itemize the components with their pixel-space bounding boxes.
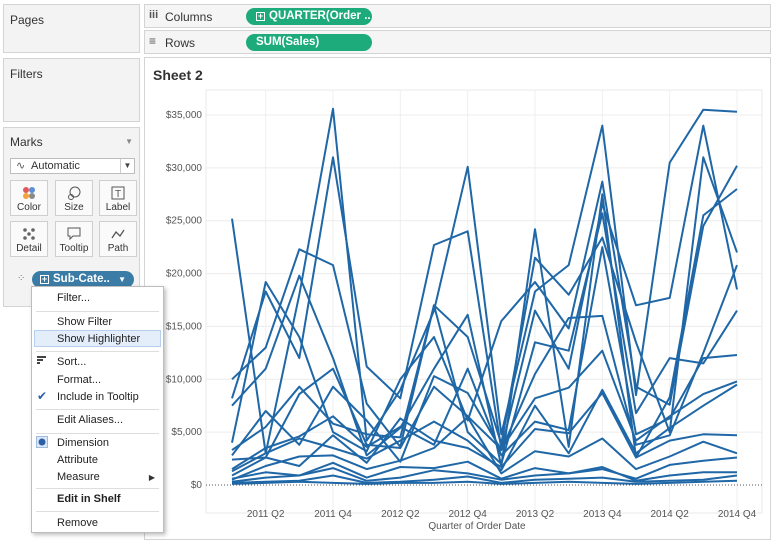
menu-item-show-filter[interactable]: Show Filter <box>57 316 113 328</box>
columns-shelf[interactable]: iii Columns + QUARTER(Order .. <box>144 4 771 28</box>
detail-label: Detail <box>16 243 42 254</box>
mark-type-value: Automatic <box>31 160 80 172</box>
size-icon <box>56 186 92 200</box>
tooltip-label: Tooltip <box>59 243 89 254</box>
marks-title: Marks <box>10 135 43 149</box>
menu-item-remove[interactable]: Remove <box>57 517 98 529</box>
menu-item-dimension[interactable]: Dimension <box>57 437 109 449</box>
menu-divider <box>36 433 159 434</box>
pill-plus-icon: + <box>40 274 49 284</box>
context-menu: Filter... Show Filter Show Highlighter S… <box>31 286 164 533</box>
color-button[interactable]: Color <box>10 180 48 216</box>
menu-item-attribute[interactable]: Attribute <box>57 454 98 466</box>
checkmark-icon: ✔ <box>37 389 48 403</box>
menu-divider <box>36 409 159 410</box>
pages-panel[interactable]: Pages <box>3 4 140 53</box>
sheet-area: Sheet 2 <box>144 57 771 540</box>
label-label: Label <box>105 202 131 213</box>
menu-item-edit-aliases[interactable]: Edit Aliases... <box>57 414 124 426</box>
color-label: Color <box>17 202 41 213</box>
columns-pill-label: QUARTER(Order .. <box>269 10 371 22</box>
chevron-down-icon: ▼ <box>120 159 134 173</box>
sub-category-pill[interactable]: + Sub-Cate.. ▼ <box>32 271 134 288</box>
menu-divider <box>36 488 159 489</box>
path-icon <box>100 227 136 241</box>
tooltip-button[interactable]: Tooltip <box>55 221 93 257</box>
columns-pill[interactable]: + QUARTER(Order .. <box>246 8 372 25</box>
menu-item-filter[interactable]: Filter... <box>57 292 91 304</box>
filters-panel[interactable]: Filters <box>3 58 140 122</box>
size-label: Size <box>64 202 84 213</box>
svg-text:T: T <box>115 189 121 200</box>
path-button[interactable]: Path <box>99 221 137 257</box>
submenu-arrow-icon: ▶ <box>148 473 155 482</box>
rows-label: Rows <box>165 36 196 50</box>
menu-divider <box>36 311 159 312</box>
rows-pill[interactable]: SUM(Sales) <box>246 34 372 51</box>
rows-icon: ≡ <box>149 34 157 48</box>
menu-divider <box>36 511 159 512</box>
filters-title: Filters <box>10 67 43 81</box>
menu-item-measure[interactable]: Measure <box>57 471 100 483</box>
menu-item-include-in-tooltip[interactable]: Include in Tooltip <box>57 391 139 403</box>
menu-highlight <box>34 330 161 347</box>
menu-item-show-highlighter[interactable]: Show Highlighter <box>57 333 141 345</box>
tooltip-icon <box>56 227 92 241</box>
label-icon: T <box>100 186 136 200</box>
pill-plus-icon: + <box>256 11 265 21</box>
label-button[interactable]: T Label <box>99 180 137 216</box>
columns-icon: iii <box>149 9 159 21</box>
radio-selected-icon <box>36 436 48 448</box>
mark-type-dropdown[interactable]: ∿ Automatic ▼ <box>10 158 135 174</box>
pill-dropdown-icon[interactable]: ▼ <box>118 275 126 284</box>
menu-item-sort[interactable]: Sort... <box>57 356 87 368</box>
detail-icon <box>11 227 47 241</box>
size-button[interactable]: Size <box>55 180 93 216</box>
rows-pill-label: SUM(Sales) <box>256 36 320 48</box>
sub-category-pill-label: Sub-Cate.. <box>53 273 110 285</box>
marks-panel: Marks ▼ ∿ Automatic ▼ Color Size T Label… <box>3 127 140 307</box>
columns-label: Columns <box>165 10 213 24</box>
detail-dots-icon: ⁘ <box>17 273 26 284</box>
sheet-title: Sheet 2 <box>153 67 203 83</box>
pages-title: Pages <box>10 13 45 27</box>
marks-menu-caret-icon[interactable]: ▼ <box>125 137 133 146</box>
sort-icon <box>37 354 47 368</box>
menu-item-edit-in-shelf[interactable]: Edit in Shelf <box>57 493 121 505</box>
color-dots-icon <box>11 186 47 200</box>
detail-button[interactable]: Detail <box>10 221 48 257</box>
menu-divider <box>36 351 159 352</box>
menu-item-format[interactable]: Format... <box>57 374 102 386</box>
mark-type-line-icon: ∿ <box>16 160 26 172</box>
rows-shelf[interactable]: ≡ Rows SUM(Sales) <box>144 30 771 54</box>
path-label: Path <box>107 243 129 254</box>
